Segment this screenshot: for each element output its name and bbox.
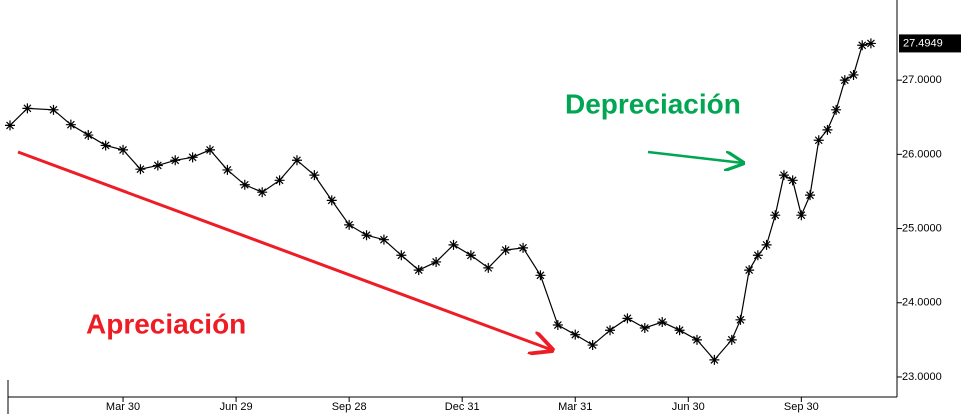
marker xyxy=(291,155,302,166)
marker xyxy=(5,120,15,131)
x-tick-label: Sep 28 xyxy=(332,401,367,413)
last-value-box xyxy=(899,34,961,53)
marker xyxy=(222,164,233,175)
marker xyxy=(674,325,685,336)
marker xyxy=(257,187,268,198)
marker xyxy=(500,245,511,256)
marker xyxy=(570,329,581,340)
marker xyxy=(378,234,389,245)
marker xyxy=(518,242,529,253)
marker xyxy=(448,239,459,250)
arrow-depreciation xyxy=(647,150,743,163)
marker xyxy=(152,160,163,171)
marker xyxy=(309,170,320,181)
arrow-appreciation xyxy=(17,150,552,350)
marker xyxy=(65,119,76,130)
marker xyxy=(796,210,807,221)
marker xyxy=(761,239,772,250)
x-tick-label: Jun 30 xyxy=(672,401,705,413)
marker xyxy=(622,313,633,324)
y-tick-label: 25.0000 xyxy=(902,222,942,234)
y-tick-label: 27.0000 xyxy=(902,74,942,86)
marker xyxy=(187,152,198,163)
marker xyxy=(865,38,876,49)
marker xyxy=(639,322,650,333)
marker xyxy=(326,195,337,206)
marker xyxy=(805,190,816,201)
marker xyxy=(787,175,798,186)
marker xyxy=(274,175,285,186)
marker xyxy=(752,250,763,261)
annotation: Apreciación xyxy=(86,308,246,339)
x-tick-label: Dec 31 xyxy=(445,401,480,413)
marker xyxy=(770,210,781,221)
annotation: Depreciación xyxy=(565,88,741,119)
marker xyxy=(848,69,859,80)
marker xyxy=(813,135,824,146)
marker xyxy=(735,314,746,325)
x-tick-label: Mar 31 xyxy=(558,401,592,413)
marker xyxy=(691,334,702,345)
marker xyxy=(344,219,355,230)
marker xyxy=(118,144,129,155)
marker xyxy=(22,103,33,114)
marker xyxy=(135,164,146,175)
y-tick-label: 24.0000 xyxy=(902,297,942,309)
last-value-label: 27.4949 xyxy=(903,37,943,49)
marker xyxy=(657,317,668,328)
marker xyxy=(605,325,616,336)
x-tick-label: Jun 29 xyxy=(220,401,253,413)
marker xyxy=(205,144,216,155)
y-tick-label: 26.0000 xyxy=(902,148,942,160)
marker xyxy=(396,250,407,261)
marker xyxy=(361,230,372,241)
marker xyxy=(822,124,833,135)
marker xyxy=(431,256,442,267)
marker xyxy=(170,155,181,166)
marker xyxy=(709,354,720,365)
marker xyxy=(552,320,563,331)
marker xyxy=(726,334,737,345)
marker xyxy=(744,265,755,276)
line xyxy=(9,42,872,361)
marker xyxy=(465,250,476,261)
x-tick-label: Mar 30 xyxy=(106,401,140,413)
marker xyxy=(83,130,94,141)
x-tick-label: Sep 30 xyxy=(784,401,819,413)
marker xyxy=(778,170,789,181)
marker xyxy=(587,340,598,351)
marker xyxy=(48,104,59,115)
marker xyxy=(239,179,250,190)
marker xyxy=(535,270,546,281)
marker xyxy=(413,265,424,276)
marker xyxy=(839,75,850,86)
marker xyxy=(831,104,842,115)
y-tick-label: 23.0000 xyxy=(902,371,942,383)
marker xyxy=(857,40,868,51)
marker xyxy=(100,140,111,151)
marker xyxy=(483,262,494,273)
